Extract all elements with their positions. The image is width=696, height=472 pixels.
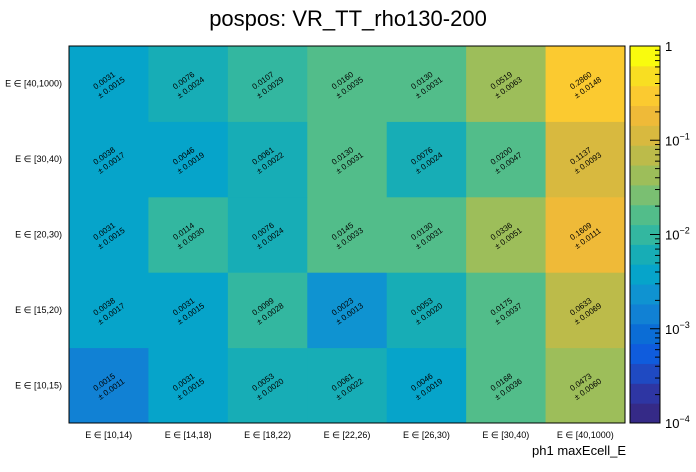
color-scale-ticks: 1 10−1 10−2 10−3 10−4 bbox=[650, 39, 690, 431]
colorbar-segment bbox=[630, 224, 660, 245]
heatmap-cell bbox=[466, 196, 547, 273]
colorbar-segment bbox=[630, 284, 660, 305]
x-axis-tick-labels: E ∈ [10,14) E ∈ [14,18) E ∈ [18,22) E ∈ [22… bbox=[85, 430, 613, 440]
colorbar-segment bbox=[630, 85, 660, 107]
heatmap-cell bbox=[307, 46, 388, 122]
heatmap-cell bbox=[69, 347, 149, 424]
heatmap-cell bbox=[227, 121, 308, 198]
colorbar-segment bbox=[630, 383, 660, 404]
heatmap-cell bbox=[148, 196, 229, 273]
colorbar-segment bbox=[630, 363, 660, 384]
heatmap-cell bbox=[466, 46, 547, 122]
colorbar-segment bbox=[630, 204, 660, 226]
y-axis-tick-labels: E ∈ [10,15) E ∈ [15,20) E ∈ [20,30) E ∈ [30… bbox=[5, 79, 62, 391]
heatmap-cell bbox=[148, 121, 229, 198]
color-scale-bar bbox=[629, 45, 661, 424]
heatmap-cell bbox=[69, 272, 149, 349]
x-tick-label: E ∈ [30,40) bbox=[482, 430, 529, 440]
x-tick-label: E ∈ [22,26) bbox=[324, 430, 371, 440]
colorbar-tick-label: 10−2 bbox=[665, 226, 690, 243]
colorbar-segment bbox=[630, 303, 660, 325]
y-tick-label: E ∈ [15,20) bbox=[15, 305, 62, 315]
heatmap-cell bbox=[386, 121, 467, 198]
colorbar-tick-label: 10−4 bbox=[665, 414, 690, 431]
heatmap-cell bbox=[307, 121, 388, 198]
x-tick-label: E ∈ [10,14) bbox=[85, 430, 132, 440]
colorbar-segment bbox=[630, 145, 660, 166]
colorbar-tick-label: 10−3 bbox=[665, 320, 690, 337]
heatmap-cell bbox=[545, 46, 626, 122]
colorbar-segment bbox=[630, 343, 660, 364]
y-tick-label: E ∈ [10,15) bbox=[15, 380, 62, 390]
heatmap-cell bbox=[307, 347, 388, 424]
colorbar-segment bbox=[630, 264, 660, 285]
heatmap-cells: 0.0015± 0.0011 0.0031± 0.0015 0.0053± 0.00… bbox=[69, 46, 626, 424]
heatmap-cell bbox=[69, 121, 149, 198]
heatmap-cell bbox=[545, 196, 626, 273]
heatmap-cell bbox=[545, 272, 626, 349]
heatmap-cell bbox=[227, 272, 308, 349]
x-tick-label: E ∈ [40,1000) bbox=[557, 430, 614, 440]
x-tick-label: E ∈ [26,30) bbox=[403, 430, 450, 440]
heatmap-cell bbox=[466, 272, 547, 349]
y-tick-label: E ∈ [30,40) bbox=[15, 154, 62, 164]
heatmap-cell bbox=[69, 196, 149, 273]
colorbar-segment bbox=[630, 403, 660, 424]
y-tick-label: E ∈ [40,1000) bbox=[5, 79, 62, 89]
heatmap-cell bbox=[386, 46, 467, 122]
heatmap-cell bbox=[227, 46, 308, 122]
heatmap-cell bbox=[466, 347, 547, 424]
plot-frame bbox=[68, 45, 626, 424]
colorbar-tick-label: 10−1 bbox=[665, 131, 690, 148]
chart-title: pospos: VR_TT_rho130-200 bbox=[209, 6, 487, 31]
heatmap-cell bbox=[466, 121, 547, 198]
colorbar-tick-label: 1 bbox=[665, 39, 672, 54]
colorbar-segment bbox=[630, 46, 660, 67]
heatmap-cell bbox=[545, 121, 626, 198]
heatmap-cell bbox=[386, 272, 467, 349]
heatmap-cell bbox=[307, 196, 388, 273]
y-tick-label: E ∈ [20,30) bbox=[15, 230, 62, 240]
heatmap-cell bbox=[386, 347, 467, 424]
colorbar-segment bbox=[630, 125, 660, 146]
heatmap-cell bbox=[148, 46, 229, 122]
x-tick-label: E ∈ [14,18) bbox=[165, 430, 212, 440]
heatmap-cell bbox=[545, 347, 626, 424]
heatmap-cell bbox=[148, 347, 229, 424]
colorbar-segment bbox=[630, 65, 660, 87]
heatmap-cell bbox=[386, 196, 467, 273]
x-axis-label: ph1 maxEcell_E bbox=[532, 443, 626, 458]
colorbar-segment bbox=[630, 244, 660, 265]
heatmap-cell bbox=[69, 46, 149, 122]
heatmap-cell bbox=[227, 347, 308, 424]
colorbar-segment bbox=[630, 105, 660, 126]
heatmap-cell bbox=[148, 272, 229, 349]
colorbar-segment bbox=[630, 184, 660, 206]
heatmap-cell bbox=[307, 272, 388, 349]
colorbar-segment bbox=[630, 165, 660, 186]
x-tick-label: E ∈ [18,22) bbox=[244, 430, 291, 440]
colorbar-segment bbox=[630, 323, 660, 345]
heatmap-cell bbox=[227, 196, 308, 273]
